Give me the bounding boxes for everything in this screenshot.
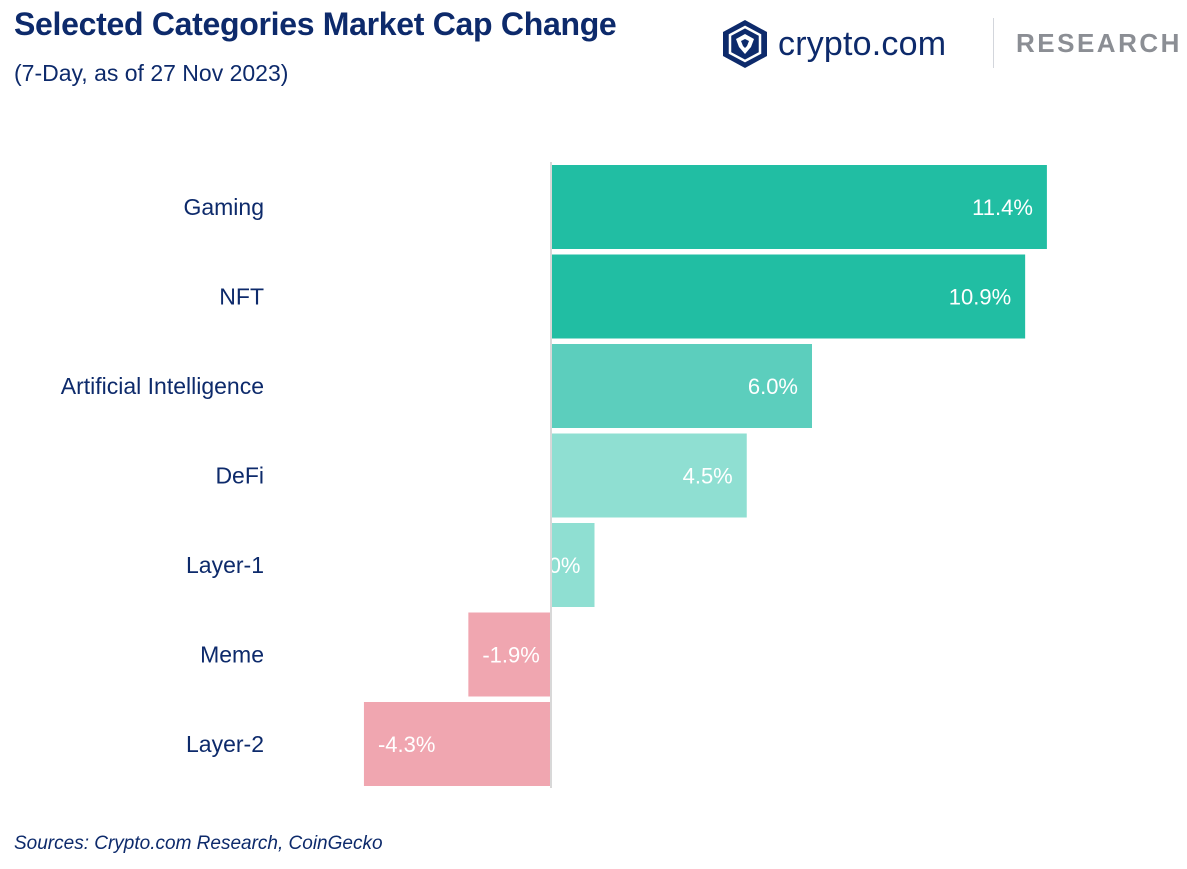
data-label: -4.3% <box>378 732 435 757</box>
bar-layer-2 <box>363 702 551 786</box>
bar-meme <box>468 612 551 697</box>
data-label: 11.4% <box>972 195 1033 220</box>
category-label: DeFi <box>215 463 264 489</box>
data-label: 4.5% <box>683 464 733 489</box>
category-label: Meme <box>200 642 264 668</box>
category-label: Layer-2 <box>186 731 264 757</box>
data-label: -1.9% <box>482 643 539 668</box>
category-label: Artificial Intelligence <box>61 373 264 399</box>
bar-nft <box>551 254 1026 339</box>
bar-layer-1 <box>551 523 595 607</box>
chart-title: Selected Categories Market Cap Change <box>14 6 617 42</box>
bar-chart: Gaming 11.4% NFT 10.9% Artificial Intelligen… <box>61 162 1047 788</box>
category-label: NFT <box>219 284 264 310</box>
bar-artificial-intelligence <box>551 344 812 428</box>
source-note: Sources: Crypto.com Research, CoinGecko <box>14 833 383 854</box>
chart-subtitle: (7-Day, as of 27 Nov 2023) <box>14 60 289 86</box>
data-label: 6.0% <box>748 374 798 399</box>
bar-gaming <box>551 165 1047 249</box>
data-label: 10.9% <box>949 285 1011 310</box>
category-label: Layer-1 <box>186 552 264 578</box>
data-label: 1.0% <box>530 553 580 578</box>
category-label: Gaming <box>183 194 264 220</box>
research-label: RESEARCH <box>1016 28 1182 58</box>
logo-divider <box>993 18 994 68</box>
crypto-com-lion-shield-icon <box>723 20 767 68</box>
brand-wordmark: crypto.com <box>778 24 947 63</box>
bar-defi <box>551 433 747 518</box>
brand-logo: crypto.com <box>722 18 946 70</box>
